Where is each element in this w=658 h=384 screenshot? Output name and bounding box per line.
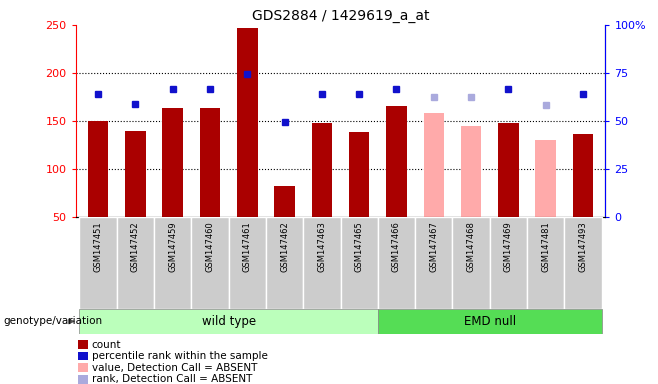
Bar <box>312 123 332 217</box>
Text: GSM147463: GSM147463 <box>317 222 326 272</box>
Bar <box>154 217 191 309</box>
Bar <box>199 109 220 217</box>
Bar <box>453 217 490 309</box>
Text: GSM147451: GSM147451 <box>93 222 103 272</box>
Text: rank, Detection Call = ABSENT: rank, Detection Call = ABSENT <box>91 374 252 384</box>
Text: wild type: wild type <box>201 315 256 328</box>
Text: percentile rank within the sample: percentile rank within the sample <box>91 351 267 361</box>
Text: GSM147468: GSM147468 <box>467 222 476 272</box>
Text: GSM147452: GSM147452 <box>131 222 140 272</box>
Bar <box>461 126 482 217</box>
Bar <box>80 309 378 334</box>
Bar <box>349 132 369 217</box>
Bar <box>88 121 109 217</box>
Text: value, Detection Call = ABSENT: value, Detection Call = ABSENT <box>91 362 257 373</box>
Text: GSM147461: GSM147461 <box>243 222 252 272</box>
Bar <box>565 217 601 309</box>
Text: GSM147459: GSM147459 <box>168 222 177 272</box>
Bar <box>498 123 519 217</box>
Bar <box>536 140 556 217</box>
Bar <box>78 340 88 349</box>
Bar <box>163 109 183 217</box>
Text: GSM147493: GSM147493 <box>578 222 588 272</box>
Bar <box>116 217 154 309</box>
Text: GSM147462: GSM147462 <box>280 222 289 272</box>
Bar <box>80 217 116 309</box>
Text: genotype/variation: genotype/variation <box>3 316 103 326</box>
Text: GSM147460: GSM147460 <box>205 222 215 272</box>
Bar <box>386 106 407 217</box>
Bar <box>266 217 303 309</box>
Bar <box>78 363 88 372</box>
Bar <box>303 217 341 309</box>
Text: GSM147469: GSM147469 <box>504 222 513 272</box>
Bar <box>191 217 228 309</box>
Bar <box>572 134 594 217</box>
Bar <box>125 131 145 217</box>
Bar <box>237 28 257 217</box>
Text: EMD null: EMD null <box>464 315 516 328</box>
Bar <box>378 217 415 309</box>
Bar <box>424 113 444 217</box>
Bar <box>378 309 601 334</box>
Bar <box>274 186 295 217</box>
Title: GDS2884 / 1429619_a_at: GDS2884 / 1429619_a_at <box>252 8 429 23</box>
Bar <box>78 375 88 384</box>
Bar <box>228 217 266 309</box>
Text: GSM147481: GSM147481 <box>541 222 550 272</box>
Text: GSM147467: GSM147467 <box>429 222 438 272</box>
Bar <box>527 217 565 309</box>
Text: count: count <box>91 339 121 350</box>
Bar <box>341 217 378 309</box>
Bar <box>78 352 88 361</box>
Bar <box>415 217 453 309</box>
Bar <box>490 217 527 309</box>
Text: GSM147466: GSM147466 <box>392 222 401 272</box>
Text: GSM147465: GSM147465 <box>355 222 364 272</box>
